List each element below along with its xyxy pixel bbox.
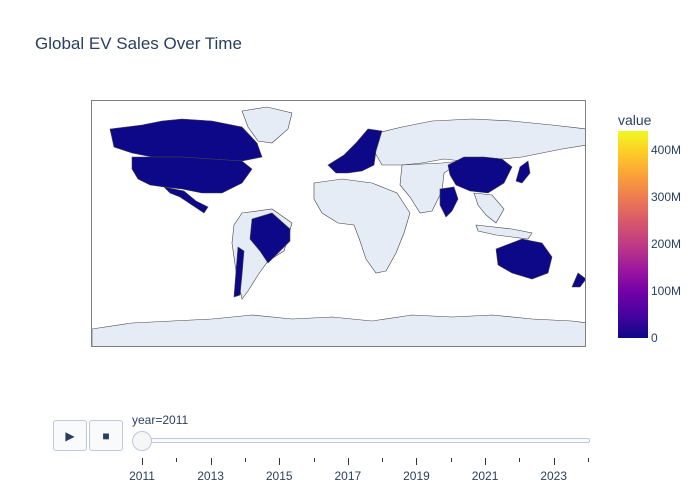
stop-button[interactable]: ■ <box>89 420 123 451</box>
map-svg <box>92 106 585 346</box>
region-japan <box>515 160 531 184</box>
slider-tick-label[interactable]: 2019 <box>403 469 430 483</box>
colorbar-tick-label: 400M <box>651 142 682 157</box>
slider-grip[interactable] <box>132 431 152 451</box>
slider-tick <box>245 458 246 462</box>
slider-tick <box>416 458 417 465</box>
slider-tick-label[interactable]: 2013 <box>197 469 224 483</box>
antarctica <box>92 314 585 346</box>
slider-tick <box>519 458 520 462</box>
slider-tick-label[interactable]: 2015 <box>265 469 293 483</box>
slider-current-label: year=2011 <box>132 413 189 427</box>
colorbar-title: value <box>618 112 652 128</box>
slider-tick <box>348 458 349 465</box>
slider-tick <box>554 458 555 465</box>
slider-tick <box>314 458 315 462</box>
central-asia <box>399 160 463 214</box>
region-mexico <box>163 186 209 214</box>
colorbar <box>618 131 648 338</box>
region-europe <box>327 128 383 174</box>
region-india <box>439 186 459 218</box>
chart-title: Global EV Sales Over Time <box>35 34 242 53</box>
slider-tick-label[interactable]: 2017 <box>334 469 362 483</box>
africa <box>313 178 411 274</box>
colorbar-tick-label: 300M <box>651 189 682 204</box>
data-regions <box>109 118 585 298</box>
world-map[interactable] <box>91 100 586 347</box>
slider-tick <box>279 458 280 465</box>
colorbar-tick-label: 100M <box>651 283 682 298</box>
indonesia <box>475 224 533 240</box>
se-asia <box>473 192 505 224</box>
slider-tick <box>176 458 177 462</box>
slider-tick <box>485 458 486 465</box>
slider-tick-label[interactable]: 2011 <box>129 469 155 483</box>
region-australia <box>495 238 553 280</box>
slider-tick <box>211 458 212 465</box>
slider-tick-label[interactable]: 2023 <box>540 469 568 483</box>
slider-tick <box>588 458 589 462</box>
play-button[interactable]: ▶ <box>53 420 87 451</box>
colorbar-tick-label: 200M <box>651 236 682 251</box>
slider-tick <box>451 458 452 462</box>
region-canada <box>109 118 263 162</box>
slider-tick <box>142 458 143 465</box>
greenland <box>241 106 293 144</box>
slider-tick <box>382 458 383 462</box>
region-new-zealand <box>571 272 585 288</box>
region-usa <box>131 156 253 194</box>
region-chile <box>233 246 245 298</box>
region-brazil <box>249 212 291 264</box>
slider-tick-label[interactable]: 2021 <box>471 469 499 483</box>
region-china <box>447 156 513 194</box>
slider-rail[interactable] <box>141 438 590 443</box>
colorbar-tick-label: 0 <box>651 331 658 345</box>
